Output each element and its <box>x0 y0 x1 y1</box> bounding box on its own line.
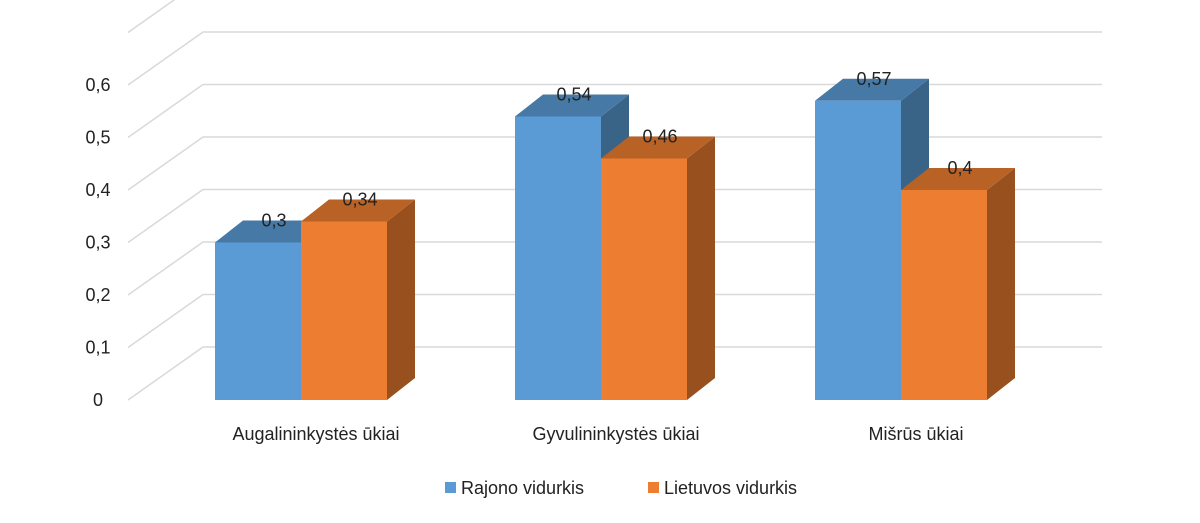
bar-top <box>515 94 629 117</box>
legend-swatch <box>445 482 456 493</box>
legend-swatch <box>648 482 659 493</box>
gridline <box>127 136 1102 191</box>
x-category-label: Mišrūs ūkiai <box>868 424 963 444</box>
bar-top <box>815 78 929 101</box>
y-tick-label: 0,6 <box>85 75 110 95</box>
bar <box>301 199 415 400</box>
bar-top <box>901 168 1015 190</box>
data-label: 0,3 <box>261 211 286 231</box>
bar-front <box>515 116 601 400</box>
gridline <box>127 83 1102 139</box>
bar-front <box>815 100 901 400</box>
data-label: 0,54 <box>556 85 591 105</box>
x-category-label: Gyvulininkystės ūkiai <box>532 424 699 444</box>
bar-front <box>301 221 387 400</box>
y-tick-label: 0,2 <box>85 285 110 305</box>
gridline <box>127 346 1102 401</box>
bar-top <box>301 199 415 222</box>
gridline <box>127 31 1102 86</box>
y-tick-label: 0,3 <box>85 233 110 253</box>
data-label: 0,4 <box>947 158 972 178</box>
bar-top <box>601 136 715 159</box>
y-tick-label: 0,4 <box>85 180 110 200</box>
bar-side <box>987 168 1015 400</box>
data-label: 0,46 <box>642 127 677 147</box>
y-tick-label: 0,5 <box>85 128 110 148</box>
bar-front <box>901 190 987 400</box>
x-category-label: Augalininkystės ūkiai <box>232 424 399 444</box>
bar <box>601 136 715 400</box>
bar-side <box>387 199 415 400</box>
data-label: 0,34 <box>342 190 377 210</box>
gridline <box>127 293 1102 349</box>
legend-label: Rajono vidurkis <box>461 478 584 498</box>
gridline <box>127 188 1102 244</box>
gridline <box>127 0 176 34</box>
bar <box>901 168 1015 400</box>
legend: Rajono vidurkis Lietuvos vidurkis <box>445 478 797 498</box>
data-label: 0,57 <box>856 69 891 89</box>
bar-front <box>601 158 687 400</box>
legend-item: Lietuvos vidurkis <box>648 478 797 498</box>
bar-side <box>687 136 715 400</box>
bar-front <box>215 242 301 400</box>
gridlines <box>127 0 1102 401</box>
y-tick-label: 0,1 <box>85 338 110 358</box>
data-labels: 0,3 0,34 0,54 0,46 0,57 0,4 <box>261 69 972 231</box>
bars <box>215 78 1015 400</box>
y-tick-label: 0 <box>93 390 103 410</box>
x-axis-categories: Augalininkystės ūkiai Gyvulininkystės ūki… <box>232 424 963 444</box>
bar-top <box>215 220 329 243</box>
legend-label: Lietuvos vidurkis <box>664 478 797 498</box>
gridline <box>127 241 1102 296</box>
y-axis-ticks: 0 0,1 0,2 0,3 0,4 0,5 0,6 <box>85 75 110 410</box>
legend-item: Rajono vidurkis <box>445 478 584 498</box>
